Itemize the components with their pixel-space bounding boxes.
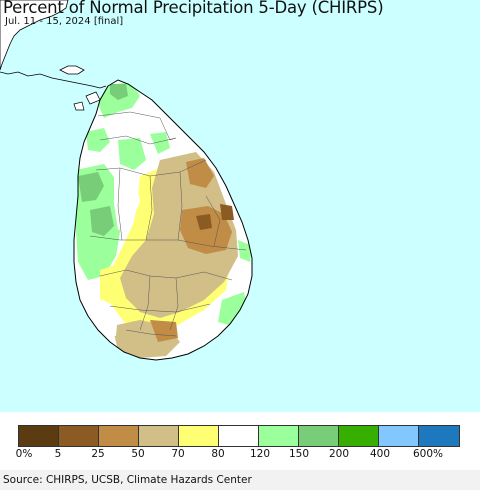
legend-swatch-10 xyxy=(419,426,459,446)
boundary-11 xyxy=(109,303,211,313)
india-mainland xyxy=(0,0,69,71)
legend-swatch-7 xyxy=(299,426,339,446)
field-yellow-west xyxy=(100,262,130,306)
legend-swatch-8 xyxy=(339,426,379,446)
boundary-2 xyxy=(99,135,177,145)
legend-colorbar xyxy=(18,425,460,447)
legend-label-4: 70 xyxy=(171,448,185,460)
legend-label-7: 150 xyxy=(288,448,310,460)
precipitation-map: Percent of Normal Precipitation 5-Day (C… xyxy=(0,0,480,412)
boundary-4 xyxy=(117,167,123,241)
sri-lanka-coastline xyxy=(73,79,253,361)
boundary-8 xyxy=(99,269,233,281)
jaffna-islands xyxy=(73,91,101,111)
boundary-14 xyxy=(159,117,177,141)
boundary-7 xyxy=(89,235,247,251)
legend-swatch-2 xyxy=(99,426,139,446)
map-svg xyxy=(0,0,480,412)
field-east-green-2 xyxy=(238,240,252,262)
ocean xyxy=(0,0,480,412)
field-west-green-1 xyxy=(86,128,110,152)
field-white-north-central xyxy=(114,174,140,230)
legend-label-1: 5 xyxy=(54,448,62,460)
boundary-1 xyxy=(97,111,161,119)
field-north-green xyxy=(98,82,140,118)
field-tan-central xyxy=(120,152,238,318)
field-white-southwest xyxy=(80,296,118,338)
legend-swatch-1 xyxy=(59,426,99,446)
mannar-island xyxy=(59,65,85,75)
source-credit: Source: CHIRPS, UCSB, Climate Hazards Ce… xyxy=(3,474,252,486)
legend-label-8: 200 xyxy=(328,448,350,460)
field-brown-south xyxy=(150,320,178,342)
legend-label-3: 50 xyxy=(131,448,145,460)
legend-labels: 0% 5 25 50 70 80 120 150 200 400 600% xyxy=(0,448,480,462)
field-darkbrown-2 xyxy=(220,204,234,220)
palk-coastline xyxy=(0,71,107,89)
field-west-green-2 xyxy=(118,138,146,170)
legend-swatch-9 xyxy=(379,426,419,446)
boundary-9 xyxy=(139,275,151,331)
legend-swatch-4 xyxy=(179,426,219,446)
field-puttalam-darkgreen-2 xyxy=(90,206,114,236)
district-boundaries xyxy=(89,111,247,337)
legend-label-6: 120 xyxy=(249,448,271,460)
boundary-10 xyxy=(169,277,179,331)
field-puttalam-darkgreen xyxy=(78,172,104,202)
legend-label-10: 600% xyxy=(412,448,444,460)
boundary-12 xyxy=(125,329,177,337)
map-subtitle: Jul. 11 - 15, 2024 [final] xyxy=(5,16,124,27)
boundary-6 xyxy=(177,171,183,241)
legend-label-0: 0% xyxy=(15,448,33,460)
legend-label-2: 25 xyxy=(91,448,105,460)
field-north-darkgreen xyxy=(110,84,128,100)
legend-label-9: 400 xyxy=(369,448,391,460)
field-brown-northeast xyxy=(186,158,214,188)
boundary-5 xyxy=(145,175,153,241)
legend-swatch-3 xyxy=(139,426,179,446)
source-bar xyxy=(0,470,480,490)
legend-label-5: 80 xyxy=(211,448,225,460)
map-title: Percent of Normal Precipitation 5-Day (C… xyxy=(3,0,384,17)
boundary-13 xyxy=(205,195,221,247)
field-west-green-3 xyxy=(150,132,170,154)
legend-swatch-0 xyxy=(19,426,59,446)
legend-swatch-6 xyxy=(259,426,299,446)
precip-fields xyxy=(76,80,252,358)
field-darkbrown-1 xyxy=(196,214,212,230)
legend-swatch-5 xyxy=(219,426,259,446)
